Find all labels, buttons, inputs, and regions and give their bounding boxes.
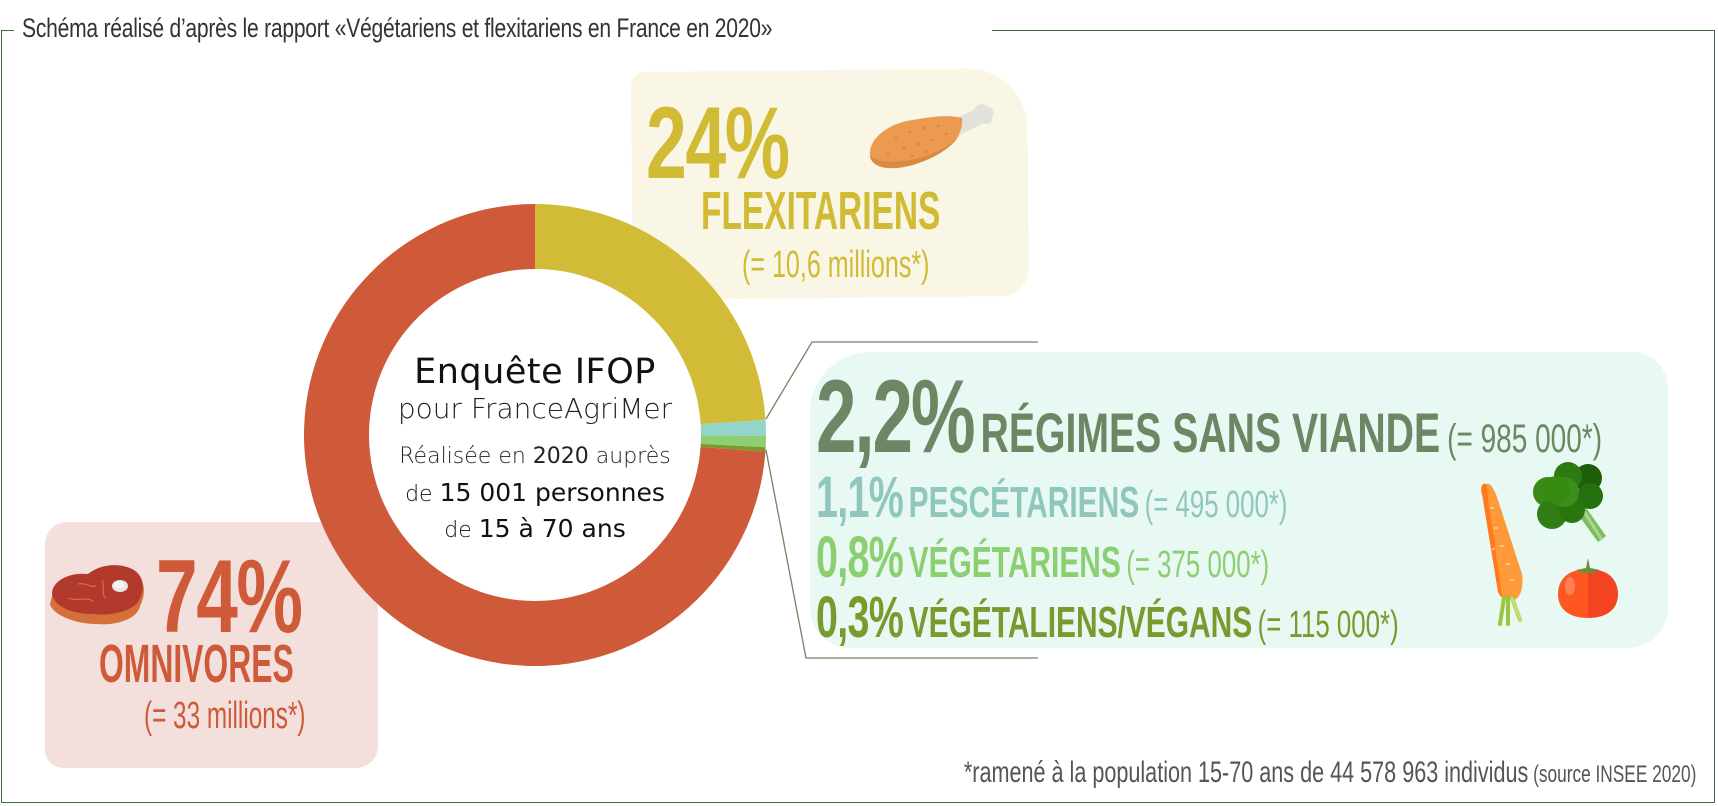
pescetariens-count: (= 495 000*) [1144,484,1288,526]
text: auprès [588,444,671,469]
sans-viande-percent: 2,2% [816,359,976,475]
survey-year: 2020 [532,444,589,469]
footnote: *ramené à la population 15-70 ans de 44 … [964,756,1696,790]
sans-viande-label: RÉGIMES SANS VIANDE [980,401,1441,464]
steak-icon [50,565,144,625]
slice-vegans [700,443,766,452]
sans-viande-row: 2,2% RÉGIMES SANS VIANDE (= 985 000*) [816,358,1602,477]
vegetariens-count: (= 375 000*) [1126,544,1270,586]
sans-viande-panel [810,352,1668,648]
vegans-percent: 0,3% [816,585,904,650]
vegans-row: 0,3% VÉGÉTALIENS/VÉGANS (= 115 000*) [816,584,1399,651]
omnivores-label: OMNIVORES [99,634,294,694]
broccoli-icon [1533,462,1606,542]
tomato-icon [1558,558,1618,618]
text: de [444,518,479,543]
slice-pescetariens [700,419,766,436]
vegetariens-row: 0,8% VÉGÉTARIENS (= 375 000*) [816,524,1269,591]
pescetariens-row: 1,1% PESCÉTARIENS (= 495 000*) [816,464,1288,531]
text: Réalisée en [399,444,533,469]
flexitariens-count: (= 10,6 millions*) [742,244,930,286]
figure-title: Schéma réalisé d’après le rapport «Végét… [22,13,773,43]
pescetariens-label: PESCÉTARIENS [908,478,1140,527]
sans-viande-count: (= 985 000*) [1447,417,1603,461]
carrot-icon [1481,483,1523,626]
footnote-source: (source INSEE 2020) [1527,761,1696,788]
text: de [405,482,440,507]
flexitariens-label: FLEXITARIENS [701,181,941,241]
vegetariens-label: VÉGÉTARIENS [908,538,1121,587]
sample-size: 15 001 personnes [439,478,665,507]
slice-flexitariens [535,204,766,425]
chicken-leg-icon [869,104,994,169]
pescetariens-percent: 1,1% [816,465,904,530]
omnivores-percent: 74% [156,539,303,655]
flexitariens-percent: 24% [646,86,790,200]
footnote-main: *ramené à la population 15-70 ans de 44 … [963,756,1528,789]
survey-title: Enquête IFOP [414,352,656,392]
vegetariens-percent: 0,8% [816,525,904,590]
survey-date-line: Réalisée en 2020 auprès [370,444,700,469]
age-range: 15 à 70 ans [478,514,626,543]
survey-age-line: de 15 à 70 ans [370,514,700,543]
vegans-count: (= 115 000*) [1257,604,1399,646]
vegans-label: VÉGÉTALIENS/VÉGANS [908,598,1253,647]
omnivores-count: (= 33 millions*) [144,695,306,737]
slice-vegetariens [700,435,766,448]
survey-subtitle: pour FranceAgriMer [397,392,673,425]
survey-sample-line: de 15 001 personnes [370,478,700,507]
omnivores-panel [45,522,378,768]
header: Schéma réalisé d’après le rapport «Végét… [14,8,992,48]
